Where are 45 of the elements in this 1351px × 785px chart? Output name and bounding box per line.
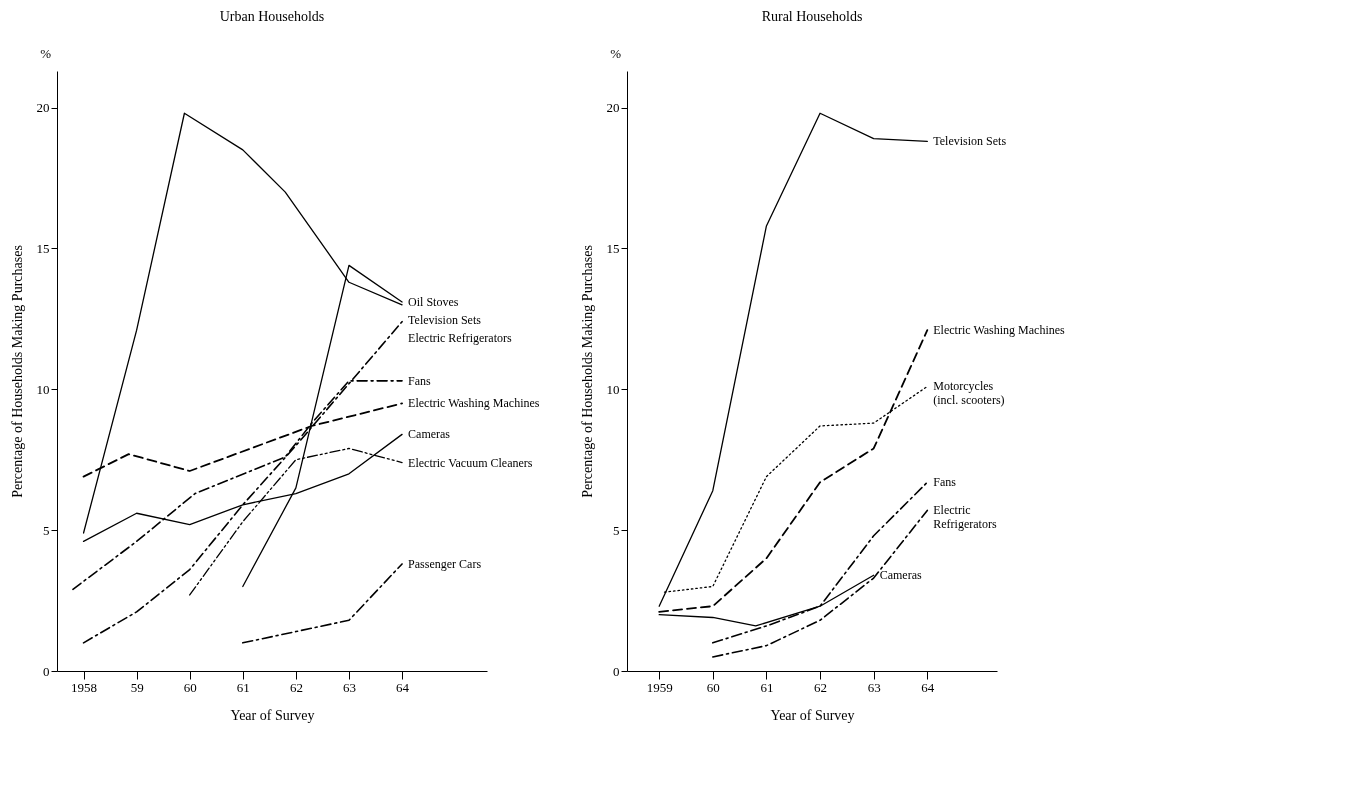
series-label: Motorcycles (incl. scooters): [933, 379, 1005, 408]
series-label: Fans: [933, 475, 957, 490]
y-tick-label: 0: [43, 663, 50, 679]
series-label: Oil Stoves: [408, 294, 459, 309]
series-label: Electric Refrigerators: [933, 503, 997, 532]
x-tick-label: 64: [396, 679, 410, 695]
y-tick-label: 15: [36, 240, 50, 256]
series-label: Passenger Cars: [408, 556, 482, 571]
x-tick-label: 1958: [71, 679, 98, 695]
y-tick-label: 15: [606, 240, 620, 256]
series-label: Cameras: [408, 427, 451, 442]
x-tick-label: 60: [183, 679, 197, 695]
series-label: Fans: [408, 373, 432, 388]
y-tick-label: 0: [613, 663, 620, 679]
x-tick-label: 63: [867, 679, 881, 695]
x-tick-label: 63: [342, 679, 356, 695]
series-label: Electric Refrigerators: [408, 330, 512, 345]
series-label: Electric Washing Machines: [933, 323, 1066, 338]
x-tick-label: 61: [236, 679, 250, 695]
series-label: Cameras: [879, 568, 922, 583]
text: %: [40, 46, 52, 61]
chart-title: Rural Households: [761, 9, 863, 24]
series-label: Electric Washing Machines: [408, 396, 540, 411]
y-tick-label: 20: [36, 100, 50, 116]
y-tick-label: 20: [606, 100, 620, 116]
text: %: [610, 46, 622, 61]
series-label: Television Sets: [933, 134, 1007, 149]
series-label: Electric Vacuum Cleaners: [408, 455, 533, 470]
x-axis-title: Year of Survey: [230, 707, 315, 723]
x-axis-title: Year of Survey: [770, 707, 855, 723]
x-tick-label: 59: [130, 679, 144, 695]
y-tick-label: 5: [613, 522, 620, 538]
y-tick-label: 10: [36, 381, 50, 397]
y-axis-title: Percentage of Households Making Purchases: [579, 245, 595, 498]
y-axis-title: Percentage of Households Making Purchases: [9, 245, 25, 498]
x-tick-label: 62: [814, 679, 828, 695]
y-tick-label: 5: [43, 522, 50, 538]
x-tick-label: 61: [760, 679, 774, 695]
x-tick-label: 60: [706, 679, 720, 695]
series-label: Television Sets: [408, 312, 482, 327]
x-tick-label: 1959: [646, 679, 673, 695]
x-tick-label: 64: [921, 679, 935, 695]
chart-title: Urban Households: [219, 9, 325, 24]
y-tick-label: 10: [606, 381, 620, 397]
x-tick-label: 62: [289, 679, 303, 695]
